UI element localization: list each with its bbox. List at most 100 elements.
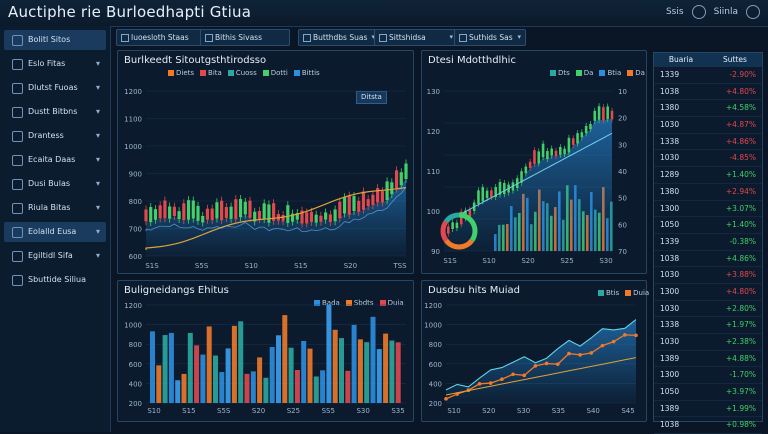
candle-body: [338, 201, 342, 219]
chevron-down-icon: ▾: [95, 227, 100, 236]
candle-body: [447, 226, 450, 234]
candle-body: [357, 200, 361, 212]
candle-body: [182, 203, 186, 220]
table-row[interactable]: 1050 +1.40%: [654, 217, 762, 234]
tick-label: S10: [147, 407, 160, 415]
bar: [276, 335, 281, 403]
table-row[interactable]: 1289 +1.40%: [654, 167, 762, 184]
table-row[interactable]: 1300 +3.07%: [654, 201, 762, 218]
table-row[interactable]: 1389 +1.99%: [654, 401, 762, 418]
sidebar-item-label: Sbuttide Siliua: [28, 275, 86, 284]
sidebar-item-2[interactable]: Eslo Fitas ▾: [4, 54, 106, 74]
table-row[interactable]: 1300 -1.70%: [654, 367, 762, 385]
table-row[interactable]: 1389 +4.88%: [654, 351, 762, 368]
sidebar-item-label: Dlutst Fuoas: [28, 83, 78, 92]
tick-label: S40: [587, 407, 600, 415]
table-row[interactable]: 1339 -2.90%: [654, 67, 762, 84]
candle-body: [281, 215, 285, 222]
candle-body: [248, 200, 252, 218]
window-control-label-2[interactable]: Siinla: [713, 7, 738, 17]
table-row[interactable]: 1380 +2.94%: [654, 184, 762, 201]
toolbar-chip-5[interactable]: Suthids Sas ▾: [454, 29, 526, 46]
candle-body: [324, 212, 328, 220]
table-cell-value: 1300: [660, 370, 680, 380]
table-cell-change: +0.98%: [725, 420, 756, 430]
nav-icon: [12, 131, 23, 142]
sidebar-item-3[interactable]: Dlutst Fuoas ▾: [4, 78, 106, 98]
table-row[interactable]: 1300 +4.80%: [654, 284, 762, 301]
candle-body: [567, 137, 571, 153]
sidebar-item-7[interactable]: Dusi Bulas ▾: [4, 174, 106, 194]
table-cell-change: -4.85%: [729, 153, 756, 163]
user-icon[interactable]: [746, 5, 760, 19]
candle-body: [253, 211, 257, 222]
bar: [238, 321, 244, 403]
sidebar-item-4[interactable]: Dustt Bitbns ▾: [4, 102, 106, 122]
candle-body: [328, 214, 332, 222]
candle-body: [455, 222, 459, 229]
bar-chart: 1200 1000 800 600 400 200 S10 S15 S5S S20 S25 SS5 S3…: [124, 302, 406, 415]
bar: [376, 349, 382, 403]
column-header[interactable]: Suttes: [723, 55, 747, 64]
series-line: [445, 334, 637, 400]
candle-body: [342, 197, 347, 214]
nav-icon: [12, 83, 23, 94]
toolbar-chip-2[interactable]: Bithis Sivass: [200, 29, 290, 46]
candle-body: [215, 202, 219, 219]
series-point: [567, 351, 571, 356]
sidebar-item-5[interactable]: Drantess ▾: [4, 126, 106, 146]
table-row[interactable]: 1380 +4.58%: [654, 100, 762, 118]
sidebar-item-label: Ecaita Daas: [28, 155, 76, 164]
bar: [181, 373, 187, 403]
nav-icon: [12, 179, 23, 190]
chevron-down-icon: ▾: [95, 179, 100, 188]
toolbar-chip-1[interactable]: Iuoesloth Staas: [116, 29, 206, 46]
trend-area: [444, 118, 612, 251]
table-cell-change: -0.38%: [729, 236, 756, 246]
tick-label: 20: [618, 115, 627, 123]
column-header[interactable]: Buaria: [668, 55, 694, 64]
legend-item: Diets: [168, 69, 194, 77]
window-control-label-1[interactable]: Ssis: [665, 7, 684, 17]
candle-body: [477, 190, 480, 204]
table-row[interactable]: 1338 +4.86%: [654, 134, 762, 151]
candle-body: [494, 187, 497, 197]
trend-panel: Dtesi Mdotthdlhic Dts Da Btia Da 130 120 1…: [421, 50, 647, 274]
sidebar-item-8[interactable]: Riula Bitas ▾: [4, 198, 106, 218]
candle-body: [177, 211, 181, 220]
sidebar-item-1[interactable]: Bolitl Sitos: [4, 30, 106, 50]
series-point: [611, 339, 616, 344]
tick-label: TSS: [392, 262, 407, 270]
candle-body: [580, 132, 584, 138]
table-row[interactable]: 1030 -4.85%: [654, 150, 762, 168]
candle-body: [158, 205, 162, 219]
table-row[interactable]: 1030 +2.80%: [654, 301, 762, 318]
legend-item: Sbdts: [345, 299, 374, 307]
table-row[interactable]: 1030 +2.38%: [654, 334, 762, 351]
panel-badge[interactable]: Ditsta: [356, 91, 387, 104]
sidebar-item-6[interactable]: Ecaita Daas ▾: [4, 150, 106, 170]
table-row[interactable]: 1050 +3.97%: [654, 384, 762, 401]
tick-label: 200: [429, 400, 442, 408]
table-row[interactable]: 1030 +3.88%: [654, 267, 762, 284]
table-row[interactable]: 1339 -0.38%: [654, 234, 762, 251]
sidebar-item-9[interactable]: Eolalld Eusa ▾: [4, 222, 106, 242]
toolbar-chip-4[interactable]: Sittshidsa ▾: [374, 29, 458, 46]
bar: [282, 315, 288, 403]
toolbar-chip-3[interactable]: Butthdbs Suas▾: [298, 29, 380, 46]
table-row[interactable]: 1038 +4.86%: [654, 251, 762, 268]
sidebar-item-10[interactable]: Egiltidl Sifa ▾: [4, 246, 106, 266]
series-point: [500, 377, 504, 382]
table-row[interactable]: 1030 +4.87%: [654, 117, 762, 134]
series-point: [477, 382, 482, 386]
baseline-line: [445, 357, 637, 396]
settings-icon[interactable]: [691, 5, 706, 19]
table-row[interactable]: 1038 +4.80%: [654, 84, 762, 101]
trend-line: [443, 132, 613, 224]
sidebar-item-11[interactable]: Sbuttide Siliua: [4, 270, 106, 290]
signal-line: [145, 186, 407, 232]
table-row[interactable]: 1338 +1.97%: [654, 317, 762, 334]
series-point: [578, 353, 582, 357]
bar: [150, 331, 155, 403]
bar: [244, 373, 250, 403]
